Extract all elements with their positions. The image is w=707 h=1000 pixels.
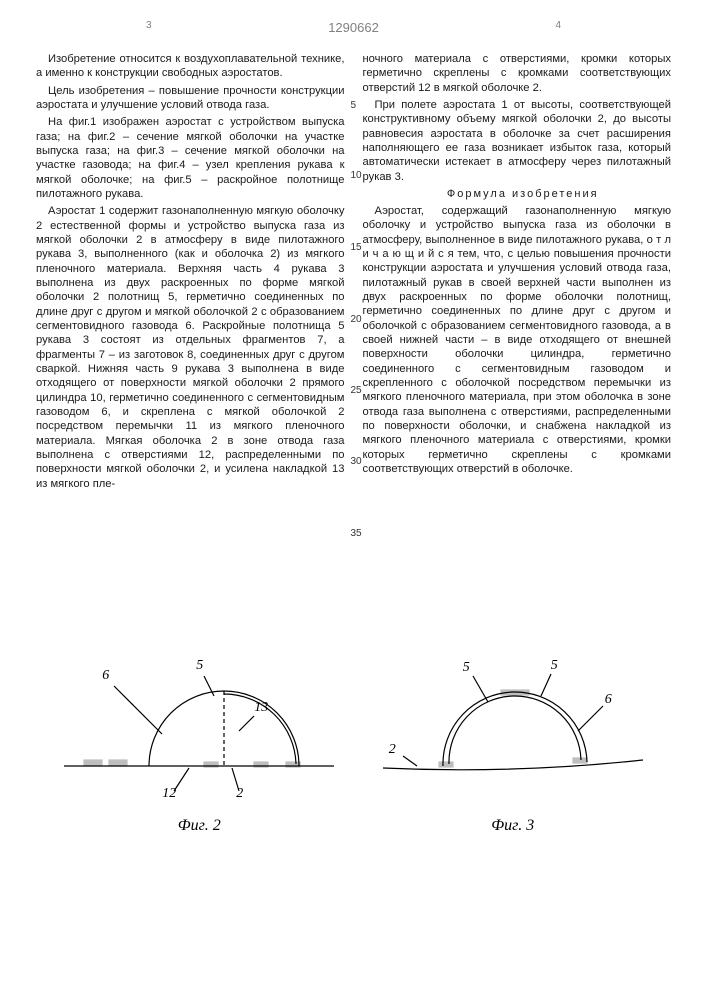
- callout-5a: 5: [463, 660, 470, 676]
- formula-title: Формула изобретения: [363, 187, 672, 201]
- callout-6: 6: [102, 668, 109, 684]
- para: Цель изобретения – повышение прочности к…: [36, 84, 345, 113]
- callout-2: 2: [236, 786, 243, 802]
- figure-3: 5 5 6 2 Фиг. 3: [373, 646, 653, 835]
- line-num: 15: [351, 242, 362, 255]
- figure-3-label: Фиг. 3: [373, 817, 653, 835]
- para: Аэростат, содержащий газонаполненную мяг…: [363, 204, 672, 476]
- callout-6: 6: [605, 692, 612, 708]
- page-number-right: 4: [555, 20, 561, 31]
- line-num: 30: [351, 456, 362, 469]
- line-num: 20: [351, 314, 362, 327]
- callout-2: 2: [389, 742, 396, 758]
- figures-row: 6 5 13 12 2 Фиг. 2: [0, 610, 707, 870]
- line-num: 35: [351, 528, 362, 541]
- callout-13: 13: [254, 700, 268, 716]
- para: При полете аэростата 1 от высоты, соотве…: [363, 98, 672, 184]
- text-columns: Изобретение относится к воздухоплаватель…: [36, 52, 671, 494]
- callout-12: 12: [162, 786, 176, 802]
- para: Аэростат 1 содержит газонаполненную мягк…: [36, 204, 345, 491]
- para: Изобретение относится к воздухоплаватель…: [36, 52, 345, 81]
- figure-2-label: Фиг. 2: [54, 817, 344, 835]
- line-num: 25: [351, 385, 362, 398]
- figure-3-svg: [373, 646, 653, 806]
- callout-5b: 5: [551, 658, 558, 674]
- callout-5: 5: [196, 658, 203, 674]
- page-header: 3 1290662 4: [36, 20, 671, 34]
- para: ночного материала с отверстиями, кромки …: [363, 52, 672, 95]
- patent-number: 1290662: [328, 20, 379, 35]
- figure-2: 6 5 13 12 2 Фиг. 2: [54, 646, 344, 835]
- line-num: 5: [351, 100, 357, 113]
- left-column: Изобретение относится к воздухоплаватель…: [36, 52, 345, 494]
- patent-page: 3 1290662 4 Изобретение относится к возд…: [0, 0, 707, 1000]
- page-number-left: 3: [146, 20, 152, 31]
- right-column: 5 10 15 20 25 30 35 ночного материала с …: [363, 52, 672, 494]
- para: На фиг.1 изображен аэростат с устройство…: [36, 115, 345, 201]
- line-num: 10: [351, 170, 362, 183]
